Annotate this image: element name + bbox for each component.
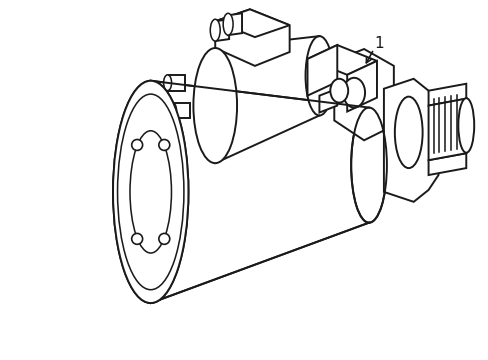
Ellipse shape [330, 79, 347, 103]
Polygon shape [215, 9, 289, 66]
Ellipse shape [163, 75, 171, 91]
Ellipse shape [159, 139, 169, 150]
Polygon shape [228, 13, 242, 35]
Ellipse shape [159, 139, 169, 150]
Polygon shape [334, 49, 393, 140]
Ellipse shape [223, 13, 233, 35]
Text: 1: 1 [373, 36, 383, 50]
Polygon shape [167, 75, 185, 91]
Ellipse shape [210, 19, 220, 41]
Polygon shape [427, 153, 466, 175]
Polygon shape [427, 99, 466, 160]
Ellipse shape [130, 131, 171, 253]
Polygon shape [383, 79, 438, 202]
Polygon shape [172, 103, 190, 118]
Polygon shape [163, 130, 180, 146]
Ellipse shape [193, 48, 237, 163]
Polygon shape [215, 19, 229, 41]
Ellipse shape [130, 131, 171, 253]
Polygon shape [307, 45, 376, 75]
Ellipse shape [159, 233, 169, 244]
Ellipse shape [158, 130, 166, 146]
Ellipse shape [131, 233, 142, 244]
Polygon shape [215, 9, 289, 37]
Ellipse shape [305, 36, 333, 116]
Ellipse shape [350, 108, 386, 223]
Ellipse shape [113, 81, 188, 303]
Ellipse shape [343, 78, 365, 108]
Ellipse shape [394, 96, 422, 168]
Ellipse shape [159, 233, 169, 244]
Ellipse shape [457, 98, 473, 153]
Ellipse shape [113, 81, 188, 303]
Polygon shape [307, 45, 337, 96]
Polygon shape [319, 89, 337, 113]
Ellipse shape [131, 139, 142, 150]
Ellipse shape [168, 103, 176, 118]
Polygon shape [346, 61, 376, 112]
Ellipse shape [131, 139, 142, 150]
Polygon shape [427, 84, 466, 105]
Ellipse shape [131, 233, 142, 244]
